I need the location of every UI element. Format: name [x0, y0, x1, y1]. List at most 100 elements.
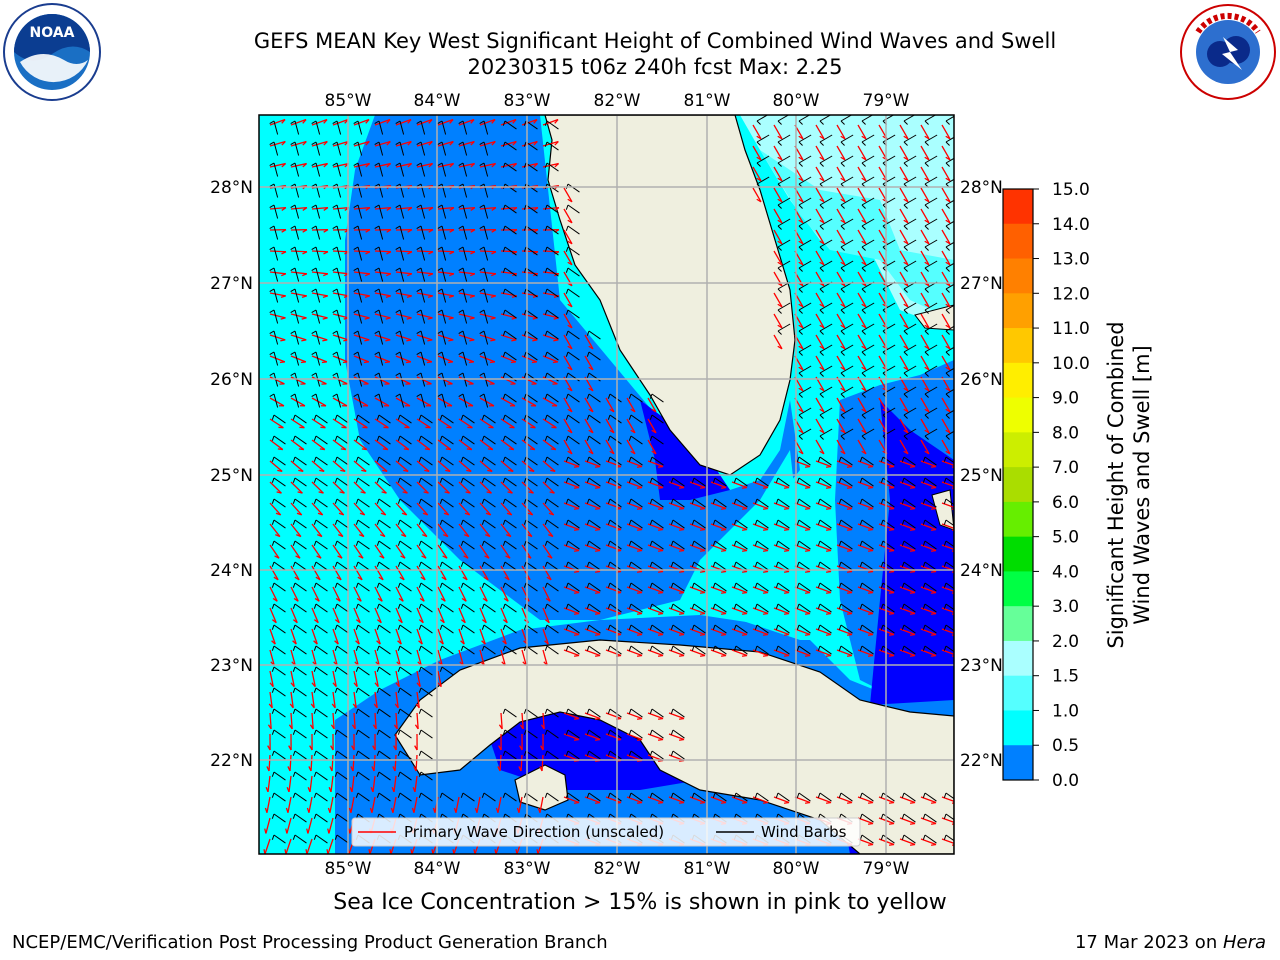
wind-barb-flag — [838, 645, 842, 651]
wind-barb-flag — [355, 750, 359, 756]
wave-direction-arrow — [647, 796, 664, 804]
wind-barb — [882, 561, 895, 571]
wave-direction-arrow — [941, 607, 954, 614]
wind-barb — [945, 325, 954, 332]
wind-barb-flag — [733, 582, 737, 588]
wind-barb-flag — [838, 603, 842, 609]
wind-barb-flag — [271, 456, 275, 462]
wind-barb-flag — [796, 603, 800, 609]
wind-barb — [294, 309, 300, 324]
wave-arrow-head — [657, 654, 664, 657]
wave-direction-arrow — [920, 355, 930, 371]
wave-direction-arrow — [437, 460, 451, 472]
wind-barb — [924, 344, 938, 353]
wind-barb-flag — [458, 288, 464, 292]
wave-arrow-head — [741, 528, 748, 531]
wave-arrow-head — [554, 163, 560, 168]
wind-barb — [819, 134, 833, 143]
wave-direction-arrow — [500, 439, 515, 451]
wind-barb-flag — [777, 225, 782, 230]
wind-barb — [336, 162, 342, 177]
wave-direction-arrow — [731, 523, 748, 531]
wind-barb-flag — [712, 792, 716, 798]
wind-barb — [357, 393, 363, 408]
wave-direction-arrow — [920, 250, 930, 266]
wave-direction-arrow — [857, 208, 867, 224]
wind-barb-flag — [798, 351, 803, 356]
wind-barb-flag — [418, 477, 422, 483]
wind-barb-flag — [838, 477, 842, 483]
wind-barb-flag — [523, 120, 527, 126]
wind-barb — [378, 729, 391, 739]
wave-arrow-head — [861, 387, 867, 392]
wind-barb-flag — [544, 204, 548, 210]
wave-arrow-head — [636, 528, 643, 531]
wind-barb-flag — [924, 435, 929, 440]
wind-barb-flag — [544, 225, 548, 231]
wave-direction-arrow — [311, 523, 323, 537]
wind-barb-flag — [565, 498, 569, 504]
wind-barb — [861, 477, 874, 487]
wave-direction-arrow — [395, 565, 405, 581]
wind-barb — [357, 582, 370, 592]
wind-barb — [399, 498, 412, 508]
wind-barb-flag — [565, 750, 569, 756]
wave-arrow-head — [295, 555, 301, 559]
wind-barb — [273, 645, 286, 655]
wind-barb-flag — [754, 477, 758, 483]
wind-barb-flag — [565, 477, 569, 483]
wind-barb — [315, 309, 321, 324]
wave-arrow-head — [783, 612, 790, 615]
wind-barb-flag — [395, 246, 401, 250]
wave-direction-arrow — [857, 838, 874, 846]
wind-barb-flag — [523, 162, 527, 168]
wave-arrow-head — [317, 534, 323, 538]
wind-barb — [525, 309, 538, 319]
wind-barb — [294, 582, 307, 592]
wind-barb-flag — [374, 120, 380, 124]
wave-arrow-head — [531, 361, 537, 364]
wind-barb — [777, 792, 790, 802]
wind-barb — [336, 435, 349, 445]
wind-barb — [399, 204, 405, 219]
wind-barb — [483, 456, 496, 466]
wave-arrow-head — [424, 469, 430, 473]
wind-barb — [714, 624, 727, 634]
wave-arrow-head — [924, 198, 930, 203]
wave-direction-arrow — [899, 586, 916, 594]
wave-direction-arrow — [311, 565, 321, 581]
wave-direction-arrow — [290, 544, 301, 559]
lat-label-left: 28°N — [210, 178, 253, 198]
wind-barb-flag — [796, 456, 800, 462]
wind-barb — [525, 582, 538, 592]
wind-barb-flag — [796, 498, 800, 504]
wind-barb — [273, 330, 279, 345]
wind-barb — [672, 477, 685, 487]
wave-direction-arrow — [416, 691, 420, 708]
wave-arrow-head — [798, 261, 804, 266]
wave-direction-arrow — [500, 418, 515, 429]
wave-direction-arrow — [605, 523, 622, 531]
wind-barb-flag — [798, 435, 803, 440]
wave-arrow-head — [405, 361, 411, 364]
wind-barb-flag — [670, 750, 674, 756]
wave-arrow-head — [804, 528, 811, 531]
wind-barb-flag — [798, 414, 803, 419]
wind-barb — [672, 498, 685, 508]
wave-arrow-head — [777, 345, 783, 350]
wave-direction-arrow — [857, 187, 867, 203]
wave-arrow-head — [545, 597, 551, 602]
wave-direction-arrow — [836, 607, 853, 615]
wind-barb-flag — [544, 540, 548, 546]
wind-barb-flag — [460, 477, 464, 483]
wind-barb-flag — [565, 393, 569, 399]
wave-direction-arrow — [836, 334, 846, 350]
wind-barb-flag — [945, 225, 950, 230]
wave-direction-arrow — [311, 271, 328, 275]
wind-barb-flag — [777, 267, 782, 272]
wave-arrow-head — [825, 633, 832, 636]
wave-arrow-head — [699, 633, 706, 636]
wind-barb — [399, 792, 412, 802]
wind-barb-flag — [861, 309, 866, 314]
wave-direction-arrow — [395, 544, 406, 559]
